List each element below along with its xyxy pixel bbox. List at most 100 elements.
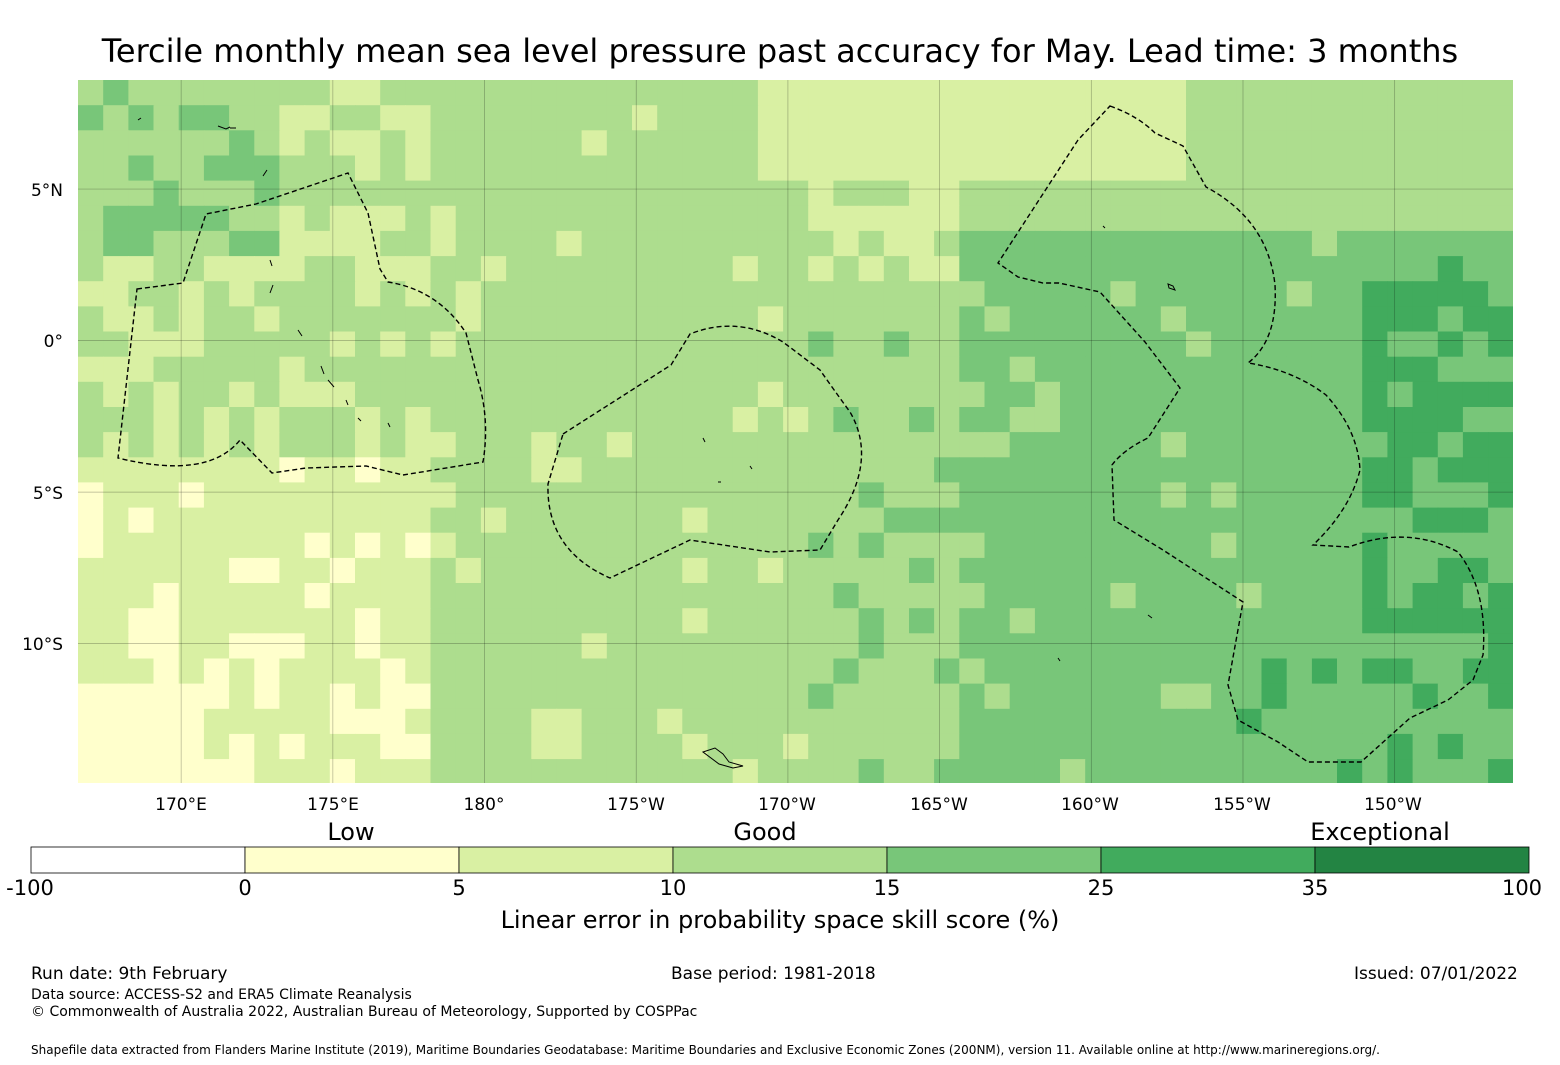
skill-cell [1060,331,1086,358]
skill-cell [707,356,734,383]
skill-cell [959,256,986,282]
skill-cell [556,331,583,358]
skill-cell [1110,230,1137,257]
skill-cell [657,759,683,783]
skill-cell [128,155,155,182]
skill-cell [1437,432,1464,458]
skill-cell [1311,356,1338,383]
skill-cell [808,80,834,106]
skill-cell [128,733,155,760]
skill-cell [480,759,507,783]
skill-cell [1286,105,1313,131]
skill-cell [657,306,683,333]
skill-cell [1211,306,1237,333]
skill-cell [1488,407,1513,433]
skill-cell [78,507,104,534]
skill-cell [1186,281,1212,307]
skill-cell [103,306,129,333]
skill-cell [1488,230,1513,257]
skill-cell [329,130,356,156]
skill-cell [1412,759,1439,783]
skill-cell [405,306,432,333]
skill-cell [1211,507,1237,534]
skill-cell [1437,507,1464,534]
skill-cell [455,230,482,257]
skill-cell [1211,155,1237,182]
skill-cell [1311,256,1338,282]
skill-cell [682,507,709,534]
skill-cell [1236,281,1263,307]
skill-cell [556,759,583,783]
skill-cell [1236,331,1263,358]
skill-cell [455,356,482,383]
skill-cell [682,407,709,433]
skill-cell [279,733,306,760]
skill-cell [934,331,960,358]
skill-cell [1337,381,1363,408]
skill-cell [632,256,658,282]
skill-cell [1311,482,1338,509]
skill-cell [128,583,155,609]
skill-cell [732,532,759,559]
skill-cell [959,180,986,207]
skill-cell [657,331,683,358]
lat-label-5n: 5°N [30,181,63,201]
skill-cell [1085,155,1111,182]
skill-cell [606,658,633,685]
skill-cell [833,457,860,483]
skill-cell [984,557,1011,584]
skill-cell [984,507,1011,534]
skill-cell [883,608,910,634]
skill-cell [128,432,155,458]
skill-cell [531,356,558,383]
skill-cell [1034,583,1061,609]
skill-cell [632,532,658,559]
skill-cell [203,105,230,131]
skill-cell [858,256,885,282]
skill-cell [808,432,834,458]
skill-cell [657,432,683,458]
skill-cell [1160,356,1187,383]
skill-cell [934,532,960,559]
base-period: Base period: 1981-2018 [671,964,876,984]
skill-cell [833,532,860,559]
skill-cell [1060,306,1086,333]
skill-cell [757,759,784,783]
skill-cell [1034,256,1061,282]
skill-cell [556,608,583,634]
skill-cell [304,331,331,358]
skill-cell [1311,708,1338,735]
skill-cell [581,306,608,333]
skill-cell [833,180,860,207]
skill-cell [732,708,759,735]
skill-cell [1261,608,1288,634]
skill-cell [1211,331,1237,358]
skill-cell [606,633,633,659]
skill-cell [128,532,155,559]
skill-cell [808,608,834,634]
colorbar-segment [30,846,246,874]
skill-cell [1060,683,1086,710]
skill-cell [632,407,658,433]
skill-cell [254,130,281,156]
skill-cell [329,331,356,358]
skill-cell [1387,205,1414,232]
skill-cell [657,80,683,106]
skill-cell [1412,256,1439,282]
skill-cell [556,205,583,232]
skill-cell [1009,633,1036,659]
skill-cell [1261,155,1288,182]
skill-cell [480,180,507,207]
skill-cell [984,356,1011,383]
skill-cell [1186,407,1212,433]
skill-cell [1261,407,1288,433]
skill-cell [1009,256,1036,282]
skill-cell [480,608,507,634]
skill-cell [934,733,960,760]
skill-cell [808,180,834,207]
skill-cell [1286,759,1313,783]
skill-cell [1462,759,1489,783]
skill-cell [304,708,331,735]
skill-cell [1034,683,1061,710]
skill-cell [480,281,507,307]
